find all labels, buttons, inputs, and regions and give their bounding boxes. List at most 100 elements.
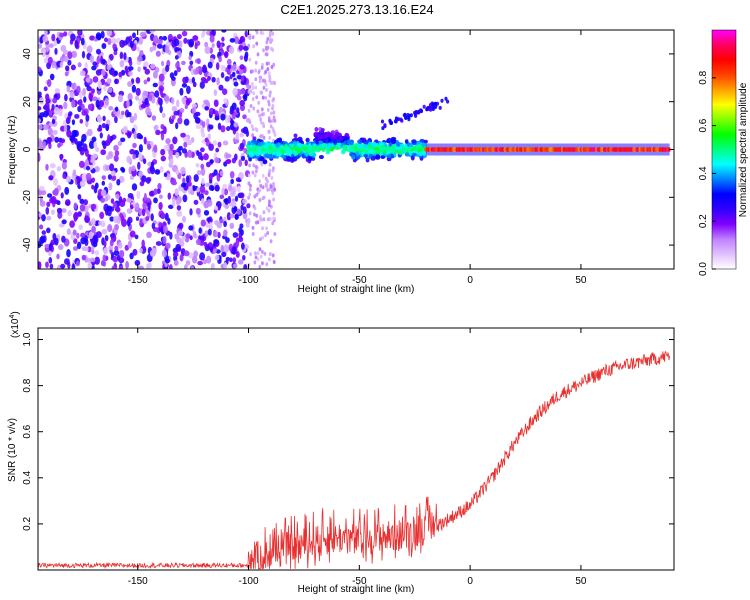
noise-cell xyxy=(70,33,76,42)
noise-cell xyxy=(200,147,205,153)
noise-cell xyxy=(141,239,145,248)
harmonic-cell xyxy=(446,99,450,104)
noise-cell xyxy=(158,194,163,200)
noise-cell xyxy=(62,55,69,62)
noise-cell xyxy=(82,87,86,97)
noise-cell xyxy=(126,155,132,164)
broadband-cell xyxy=(321,142,328,147)
noise-cell xyxy=(78,160,85,169)
noise-cell xyxy=(181,96,187,104)
noise-cell xyxy=(260,112,264,117)
noise-cell xyxy=(266,37,270,41)
noise-cell xyxy=(38,118,41,124)
noise-cell xyxy=(272,211,276,216)
noise-cell xyxy=(82,143,88,152)
noise-cell xyxy=(54,47,58,55)
noise-cell xyxy=(161,112,166,118)
noise-cell xyxy=(201,121,206,128)
harmonic-cell xyxy=(433,101,438,106)
noise-cell xyxy=(132,153,137,160)
noise-cell xyxy=(266,179,269,184)
noise-cell xyxy=(258,79,262,84)
noise-cell xyxy=(105,165,111,171)
noise-cell xyxy=(257,70,261,75)
broadband-cell xyxy=(311,145,318,151)
noise-cell xyxy=(59,61,64,68)
noise-cell xyxy=(182,76,188,84)
broadband-cell xyxy=(351,154,355,160)
colorbar-gradient xyxy=(711,29,737,270)
noise-cell xyxy=(173,38,180,47)
noise-cell xyxy=(97,127,103,132)
noise-cell xyxy=(248,57,252,62)
noise-cell xyxy=(168,149,174,156)
broadband-cell xyxy=(308,157,313,161)
broadband-cell xyxy=(386,137,392,144)
noise-cell xyxy=(83,199,89,206)
noise-cell xyxy=(126,197,132,203)
noise-cell xyxy=(44,102,50,110)
noise-cell xyxy=(92,61,98,66)
noise-cell xyxy=(38,140,43,148)
noise-cell xyxy=(145,216,150,222)
noise-cell xyxy=(269,119,272,124)
noise-cell xyxy=(139,247,143,254)
noise-cell xyxy=(128,60,133,67)
noise-cell xyxy=(84,61,88,70)
noise-cell xyxy=(85,165,91,171)
noise-cell xyxy=(195,163,200,168)
broadband-cell xyxy=(409,143,414,148)
noise-cell xyxy=(181,60,186,66)
noise-cell xyxy=(231,157,237,164)
noise-cell xyxy=(254,255,258,260)
noise-cell xyxy=(269,184,273,189)
noise-cell xyxy=(243,263,248,269)
noise-cell xyxy=(89,257,96,263)
noise-cell xyxy=(226,126,231,132)
noise-cell xyxy=(114,150,120,156)
noise-cell xyxy=(178,145,183,151)
noise-cell xyxy=(64,93,68,102)
noise-cell xyxy=(271,126,275,131)
noise-cell xyxy=(155,50,161,57)
harmonic-cell xyxy=(418,109,422,114)
noise-cell xyxy=(89,35,96,41)
noise-cell xyxy=(245,220,250,228)
noise-cell xyxy=(173,110,179,116)
noise-cell xyxy=(127,216,133,224)
noise-cell xyxy=(94,256,100,265)
noise-cell xyxy=(152,82,158,88)
harmonic-cell xyxy=(422,104,426,109)
noise-cell xyxy=(236,107,240,114)
noise-cell xyxy=(69,91,75,99)
noise-cell xyxy=(149,30,156,33)
noise-cell xyxy=(60,192,64,199)
y-tick-label: 0.4 xyxy=(22,470,33,484)
noise-cell xyxy=(183,250,190,257)
noise-cell xyxy=(215,249,221,254)
noise-cell xyxy=(240,242,245,250)
noise-cell xyxy=(167,192,172,200)
noise-cell xyxy=(265,87,268,92)
noise-cell xyxy=(222,140,229,146)
noise-cell xyxy=(138,98,142,106)
noise-cell xyxy=(266,187,270,192)
broadband-cell xyxy=(423,139,428,144)
broadband-cell xyxy=(248,157,252,162)
noise-cell xyxy=(197,260,203,266)
harmonic-cell xyxy=(404,115,408,120)
noise-cell xyxy=(95,231,102,239)
spectrogram-x-ticks: -150 -100 -50 0 50 xyxy=(128,30,587,286)
noise-cell xyxy=(86,85,92,92)
noise-cell xyxy=(165,64,170,73)
noise-cell xyxy=(174,55,179,60)
noise-cell xyxy=(187,149,193,158)
noise-cell xyxy=(76,176,80,185)
noise-cell xyxy=(220,125,226,133)
noise-cell xyxy=(134,234,139,240)
noise-cell xyxy=(240,204,244,211)
noise-cell xyxy=(80,37,85,46)
noise-cell xyxy=(225,256,230,262)
noise-cell xyxy=(107,134,111,143)
noise-cell xyxy=(143,192,148,202)
